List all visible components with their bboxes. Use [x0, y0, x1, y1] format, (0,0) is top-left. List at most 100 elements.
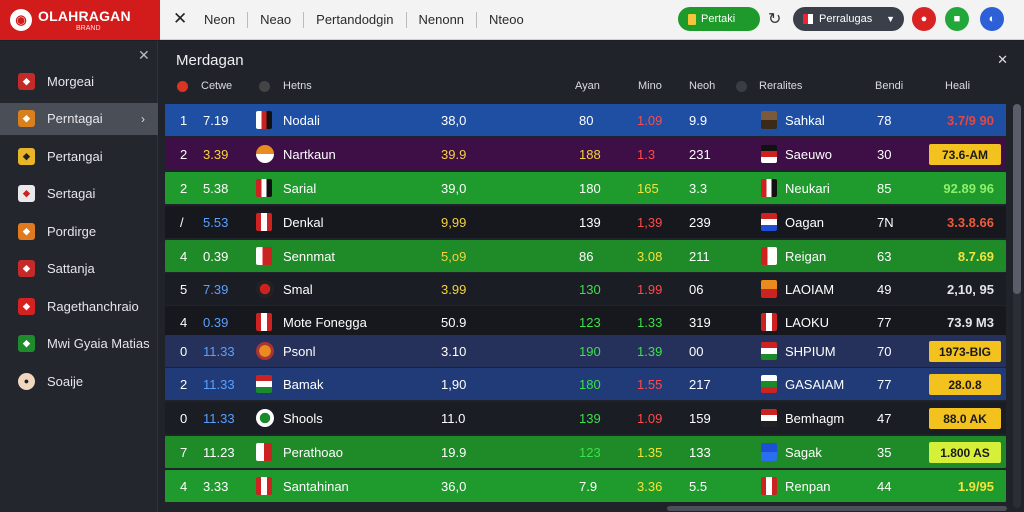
row-time: 0.39	[203, 249, 229, 264]
vertical-scrollbar[interactable]	[1013, 104, 1021, 508]
live-label: Pertaki	[701, 13, 736, 25]
sidebar: ✕ ◆ Morgeai ◆ Perntagai › ◆ Pertangai ◆ Sertagai…	[0, 41, 158, 512]
avatar[interactable]: ◐	[980, 7, 1004, 31]
row-position: 1	[180, 113, 188, 128]
row-time: 0.39	[203, 315, 229, 330]
table-row[interactable]: 2 5.38 Sarial 39,0 180 165 3.3 Neukari 85 92.89 9…	[165, 172, 1006, 204]
home-team-name: Denkal	[283, 215, 324, 230]
row-value-b: 1.09	[637, 411, 663, 426]
col-home-team[interactable]: Hetns	[283, 80, 312, 92]
nav-link[interactable]: Pertandodgin	[304, 12, 407, 28]
table-row[interactable]: 0 11.33 Shools 11.0 139 1.09 159 Bemhagm 47 88.0 …	[165, 402, 1006, 434]
player-green-icon: ◆	[18, 335, 35, 352]
sidebar-item-label: Sertagai	[47, 186, 96, 201]
row-time: 11.33	[203, 411, 235, 426]
row-position: 0	[180, 344, 188, 359]
scrollbar-thumb[interactable]	[1013, 104, 1021, 294]
row-time: 11.33	[203, 344, 235, 359]
row-odds: 19.9	[441, 445, 467, 460]
table-row[interactable]: 2 3.39 Nartkaun 39.9 188 1.3 231 Saeuwo 30 73.6-A…	[165, 138, 1006, 170]
col-away-team[interactable]: Reralites	[759, 80, 803, 92]
result-badge: 88.0 AK	[929, 408, 1001, 429]
table-row[interactable]: 4 0.39 Sennmat 5,o9 86 3.08 211 Reigan 63 8.7.69	[165, 240, 1006, 272]
header-ball-icon	[177, 81, 188, 92]
table-row[interactable]: 1 7.19 Nodali 38,0 80 1.09 9.9 Sahkal 78 3.7/9 90	[165, 104, 1006, 136]
sidebar-item[interactable]: ◆ Ragethanchraio	[0, 290, 158, 322]
language-icon[interactable]: ■	[945, 7, 969, 31]
row-value-n: 77	[877, 377, 892, 392]
col-mino[interactable]: Mino	[638, 80, 662, 92]
row-value-a: 190	[579, 344, 601, 359]
sidebar-item[interactable]: ◆ Sertagai	[0, 178, 158, 210]
live-button[interactable]: Pertaki	[678, 7, 760, 31]
home-team-name: Santahinan	[283, 479, 349, 494]
row-position: 5	[180, 282, 188, 297]
table-row[interactable]: 5 7.39 Smal 3.99 130 1.99 06 LAOIAM 49 2,10, 95	[165, 273, 1006, 305]
home-team-name: Bamak	[283, 377, 324, 392]
row-value-n: 44	[877, 479, 892, 494]
row-position: 0	[180, 411, 188, 426]
col-bendi[interactable]: Bendi	[875, 80, 904, 92]
row-value-b: 1,39	[637, 215, 663, 230]
home-team-name: Sennmat	[283, 249, 336, 264]
brand[interactable]: ◉ OLAHRAGAN BRAND	[0, 0, 160, 40]
row-value-c: 133	[689, 445, 711, 460]
sidebar-item[interactable]: ◆ Sattanja	[0, 253, 158, 285]
info-icon[interactable]	[736, 81, 747, 92]
sidebar-item[interactable]: ◆ Pertangai	[0, 140, 158, 172]
table-row[interactable]: 4 3.33 Santahinan 36,0 7.9 3.36 5.5 Renpan 44 1.9…	[165, 470, 1006, 502]
row-value-n: 77	[877, 315, 892, 330]
sidebar-item[interactable]: ● Soaije	[0, 365, 158, 397]
row-time: 5.53	[203, 215, 229, 230]
sidebar-item[interactable]: ◆ Perntagai ›	[0, 102, 158, 135]
horizontal-scrollbar[interactable]	[667, 506, 1007, 511]
table-row[interactable]: 7 11.23 Perathoao 19.9 123 1.35 133 Sagak 35 1.80…	[165, 436, 1006, 468]
sidebar-close-icon[interactable]: ✕	[138, 47, 150, 63]
home-team-flag-icon	[256, 313, 272, 331]
refresh-icon[interactable]: ↻	[768, 11, 782, 28]
col-home-pos[interactable]: Cetwe	[201, 80, 233, 92]
header-dot-icon	[259, 81, 270, 92]
home-team-name: Nodali	[283, 113, 320, 128]
table-row[interactable]: 4 0.39 Mote Fonegga 50.9 123 1.33 319 LAOKU 77 73…	[165, 306, 1006, 338]
table-row[interactable]: 2 11.33 Bamak 1,90 180 1.55 217 GASAIAM 77 28.0.8	[165, 368, 1006, 400]
row-odds: 11.0	[441, 411, 466, 426]
row-value-c: 9.9	[689, 113, 708, 128]
away-team-name: Saeuwo	[785, 147, 832, 162]
nav-link[interactable]: Nteoo	[489, 12, 524, 27]
col-neoh[interactable]: Neoh	[689, 80, 716, 92]
home-team-flag-icon	[256, 280, 274, 298]
col-heali[interactable]: Heali	[945, 80, 971, 92]
row-odds: 5,o9	[441, 249, 467, 264]
away-team-flag-icon	[761, 342, 777, 360]
home-team-flag-icon	[256, 145, 274, 163]
sidebar-item[interactable]: ◆ Pordirge	[0, 215, 158, 247]
away-team-name: Renpan	[785, 479, 831, 494]
row-value-a: 139	[579, 411, 601, 426]
row-odds: 39.9	[441, 147, 467, 162]
home-team-name: Sarial	[283, 181, 317, 196]
away-team-flag-icon	[761, 477, 777, 495]
table-row[interactable]: 0 11.33 Psonl 3.10 190 1.39 00 SHPIUM 70 1973-BIG	[165, 335, 1006, 367]
close-icon[interactable]: ✕	[173, 9, 188, 28]
league-select[interactable]: Perralugas ▼	[793, 7, 904, 31]
nav-link[interactable]: Neon	[204, 12, 249, 28]
home-team-flag-icon	[256, 213, 272, 231]
col-ayan[interactable]: Ayan	[575, 80, 600, 92]
row-odds: 3.99	[441, 282, 467, 297]
close-icon[interactable]: ✕	[997, 52, 1008, 67]
row-result: 3.3.8.66	[947, 215, 994, 230]
row-time: 11.33	[203, 377, 235, 392]
row-value-c: 159	[689, 411, 711, 426]
row-odds: 50.9	[441, 315, 467, 330]
row-value-n: 63	[877, 249, 892, 264]
table-header: Cetwe Hetns Ayan Mino Neoh Reralites Ben…	[165, 77, 1006, 97]
nav-link[interactable]: Neao	[248, 12, 305, 28]
table-row[interactable]: / 5.53 Denkal 9,99 139 1,39 239 Oagan 7N 3.3.8.66	[165, 206, 1006, 238]
home-team-flag-icon	[256, 247, 272, 265]
away-team-name: Sahkal	[785, 113, 825, 128]
sidebar-item[interactable]: ◆ Morgeai	[0, 65, 158, 97]
nav-link[interactable]: Nenonn	[407, 12, 478, 28]
notification-icon[interactable]: ●	[912, 7, 936, 31]
sidebar-item[interactable]: ◆ Mwi Gyaia Matias	[0, 328, 158, 360]
